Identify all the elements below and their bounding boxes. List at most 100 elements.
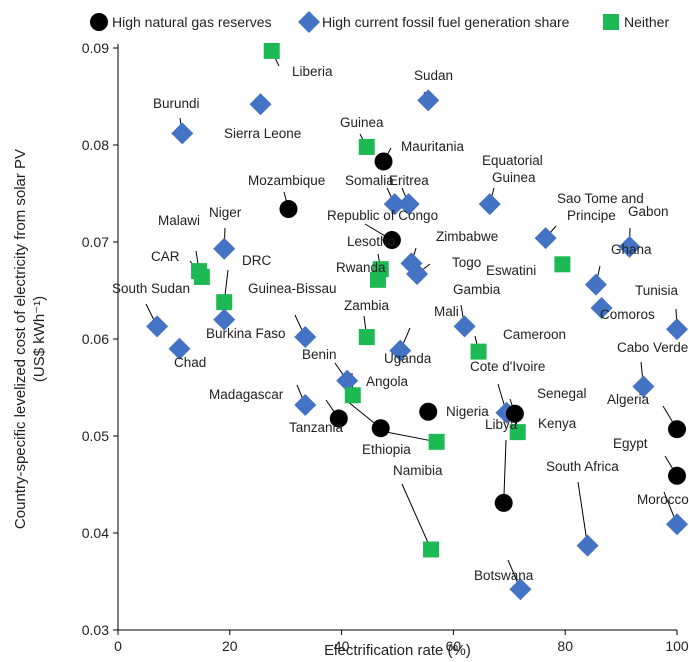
label-tanzania: Tanzania <box>289 420 344 435</box>
label-egypt: Egypt <box>613 436 648 451</box>
point-ghana <box>584 273 607 296</box>
point-namibia <box>423 541 440 558</box>
label-chad: Chad <box>174 355 206 370</box>
y-tick-label: 0.04 <box>82 525 109 541</box>
y-axis-title-line2: (US$ kWh⁻¹) <box>31 296 48 382</box>
label-kenya: Kenya <box>538 416 577 431</box>
label-drc: DRC <box>242 253 271 268</box>
label-rwanda: Rwanda <box>336 260 386 275</box>
label-zimbabwe: Zimbabwe <box>436 229 498 244</box>
label-cameroon: Cameroon <box>503 327 566 342</box>
point-algeria <box>668 420 686 439</box>
label-car: CAR <box>151 249 180 264</box>
label-guinea-bissau: Guinea-Bissau <box>248 281 337 296</box>
point-zambia <box>358 329 375 346</box>
label-angola: Angola <box>366 374 409 389</box>
axes: 0 20 40 60 80 100 0.03 0.04 0.05 0.06 0.07 0.08 0.09… <box>12 40 689 659</box>
point-uganda <box>344 387 361 404</box>
point-sao-tome-and-principe <box>534 227 557 250</box>
point-south-africa <box>576 534 599 557</box>
label-cabo-verde: Cabo Verde <box>617 340 688 355</box>
y-tick-label: 0.08 <box>82 137 109 153</box>
label-malawi: Malawi <box>158 213 200 228</box>
point-mozambique <box>279 200 298 219</box>
label-nigeria: Nigeria <box>446 404 489 419</box>
label-benin: Benin <box>302 347 337 362</box>
point-labels: Liberia Burundi Sierra Leone Sudan Guinea Mau… <box>112 64 689 583</box>
label-mauritania: Mauritania <box>401 139 465 154</box>
y-tick-label: 0.09 <box>82 40 109 56</box>
point-liberia <box>263 42 280 59</box>
point-tunisia <box>666 318 688 341</box>
label-mozambique: Mozambique <box>248 173 325 188</box>
point-cameroon <box>470 343 487 360</box>
point-eswatini <box>554 256 571 273</box>
point-kenya <box>509 424 526 441</box>
point-mali <box>389 339 412 362</box>
point-eritrea <box>397 193 420 216</box>
x-tick-label: 80 <box>557 638 573 654</box>
legend-label: High natural gas reserves <box>112 14 272 30</box>
legend-label: High current fossil fuel generation shar… <box>322 14 570 30</box>
label-morocco: Morocco <box>637 492 689 507</box>
point-equatorial-guinea <box>478 193 501 216</box>
label-cote-d-ivoire: Cote d'Ivoire <box>470 359 545 374</box>
point-republic-of-congo <box>382 231 401 250</box>
point-guinea-bissau <box>294 326 317 349</box>
label-republic-of-congo: Republic of Congo <box>327 208 438 223</box>
label-botswana: Botswana <box>474 568 534 583</box>
point-comoros <box>590 296 613 319</box>
point-benin <box>336 369 359 392</box>
x-tick-label: 0 <box>114 638 122 654</box>
label-niger: Niger <box>209 205 242 220</box>
label-namibia: Namibia <box>393 463 443 478</box>
label-equatorial-guinea: Equatorial Guinea <box>482 153 543 185</box>
point-libya <box>494 493 513 512</box>
label-south-africa: South Africa <box>546 459 619 474</box>
label-burundi: Burundi <box>153 96 200 111</box>
label-liberia: Liberia <box>292 64 333 79</box>
label-madagascar: Madagascar <box>209 387 284 402</box>
point-ethiopia <box>428 433 445 450</box>
point-south-sudan <box>146 315 169 338</box>
point-gambia <box>453 315 476 338</box>
leader-line <box>577 481 589 546</box>
x-tick-label: 60 <box>446 638 462 654</box>
point-chad <box>168 337 191 360</box>
point-rwanda <box>369 271 386 288</box>
legend-marker-circle <box>90 13 108 31</box>
label-uganda: Uganda <box>384 351 432 366</box>
point-senegal <box>505 404 524 423</box>
label-libya: Libya <box>485 417 518 432</box>
y-tick-label: 0.07 <box>82 234 109 250</box>
legend-marker-diamond <box>298 11 320 33</box>
point-morocco <box>666 513 688 536</box>
point-nigeria <box>419 402 438 421</box>
label-gabon: Gabon <box>628 204 669 219</box>
point-somalia <box>383 193 406 216</box>
point-egypt <box>668 466 686 485</box>
label-eritrea: Eritrea <box>389 173 429 188</box>
x-axis-title: Electrification rate (%) <box>324 642 471 659</box>
leader-line <box>503 439 507 503</box>
point-cabo-verde <box>632 375 655 398</box>
point-drc <box>216 294 233 311</box>
label-senegal: Senegal <box>537 386 587 401</box>
y-tick-label: 0.06 <box>82 331 109 347</box>
legend-label: Neither <box>624 14 669 30</box>
label-tunisia: Tunisia <box>635 283 679 298</box>
point-madagascar <box>294 393 317 416</box>
label-ethiopia: Ethiopia <box>362 442 411 457</box>
point-burkina-faso <box>213 308 236 331</box>
point-gabon <box>618 235 641 258</box>
label-algeria: Algeria <box>607 392 650 407</box>
label-mali: Mali <box>434 304 459 319</box>
label-south-sudan: South Sudan <box>112 281 190 296</box>
legend: High natural gas reserves High current fo… <box>90 11 669 33</box>
point-sierra-leone <box>249 93 272 116</box>
label-sudan: Sudan <box>414 68 453 83</box>
y-axis-title-line1: Country-specific levelized cost of elect… <box>12 149 29 529</box>
y-tick-label: 0.03 <box>82 622 109 638</box>
label-burkina-faso: Burkina Faso <box>206 326 286 341</box>
